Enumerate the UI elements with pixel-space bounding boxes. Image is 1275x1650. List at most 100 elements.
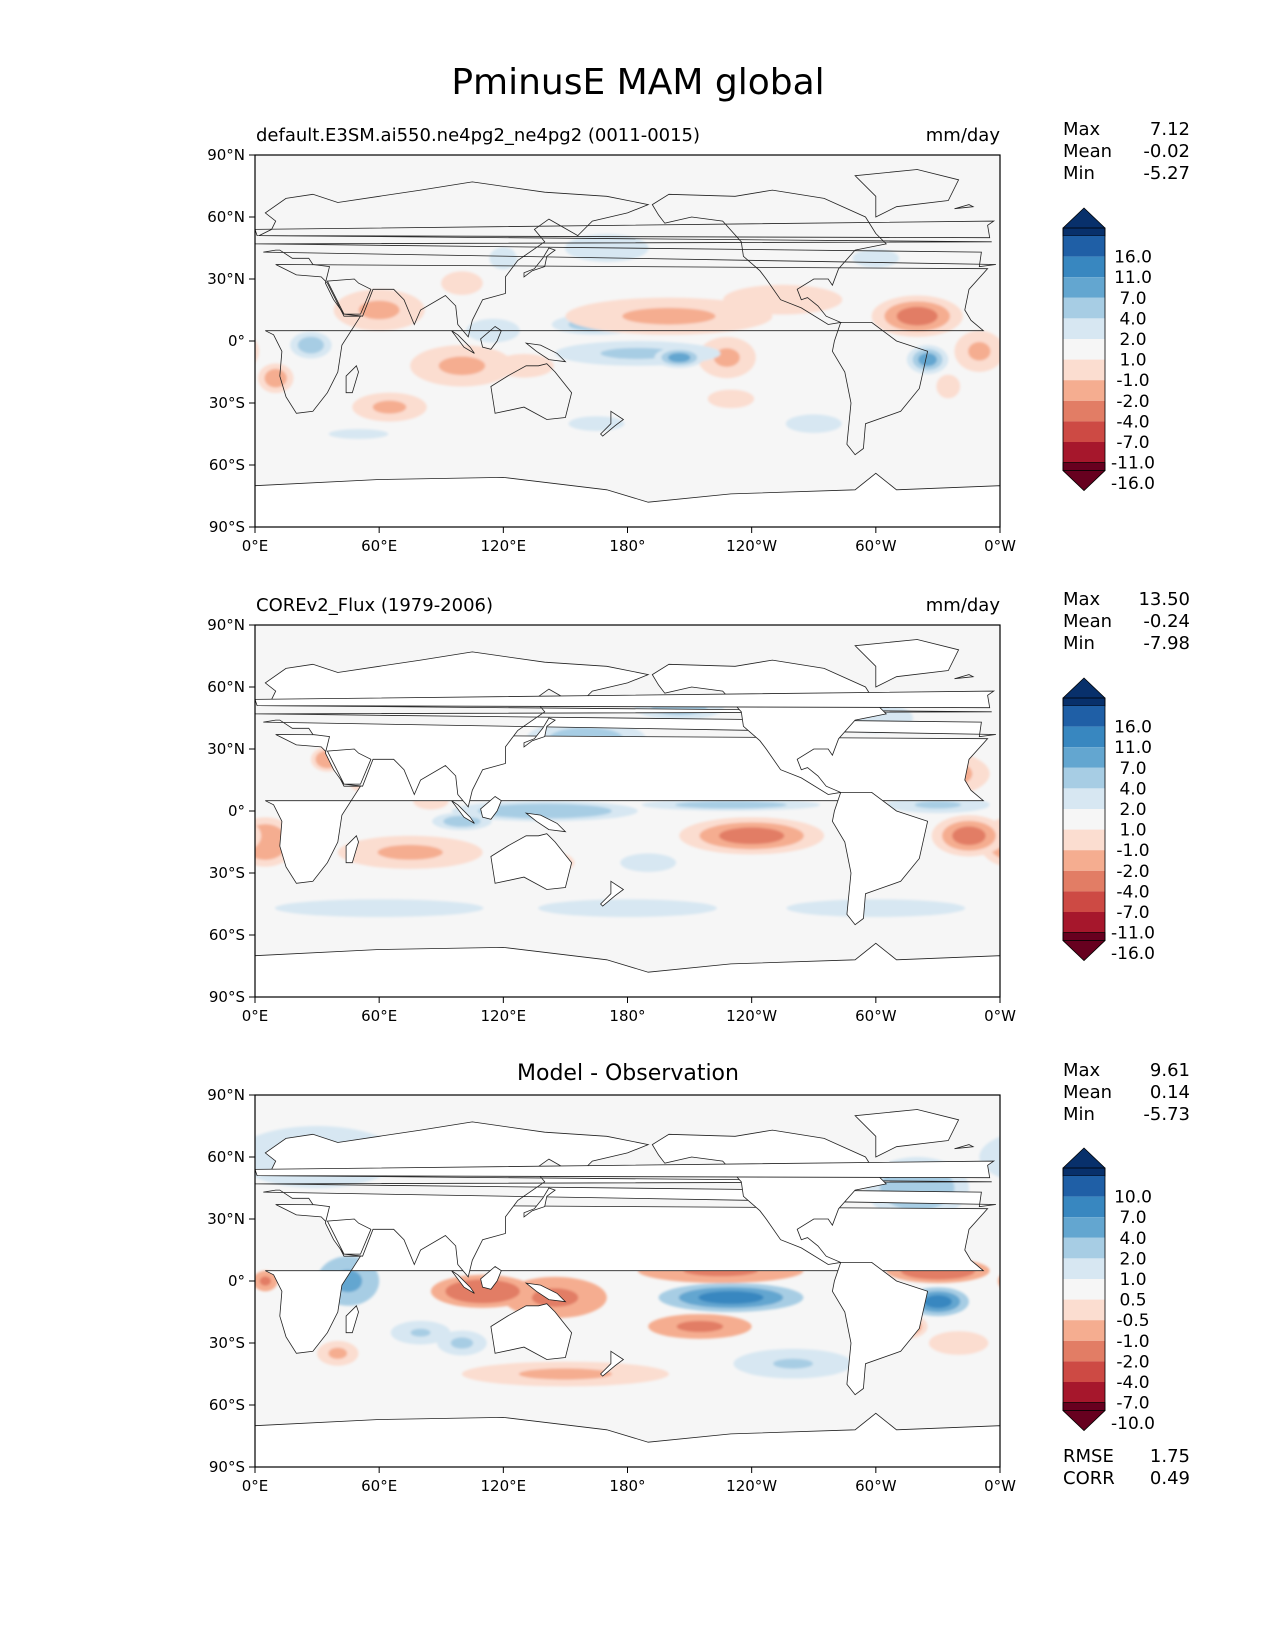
field-contour	[973, 346, 986, 357]
field-contour	[0, 799, 75, 811]
field-contour	[1197, 801, 1275, 822]
stat-max-label: Max	[1063, 589, 1101, 610]
coastline-borneo	[480, 795, 502, 820]
y-tick-label: 0°	[228, 1272, 245, 1290]
colorbar-segment	[1063, 318, 1105, 339]
field-contour	[185, 1298, 200, 1305]
y-axis: 90°N 60°N 30°N 0° 30°S 60°S 90°S	[207, 1086, 255, 1476]
field-contour	[1176, 1275, 1275, 1308]
coastline-eurasia	[255, 181, 996, 338]
x-tick-label: 60°E	[361, 537, 397, 555]
coastline-antarctica	[255, 472, 1000, 527]
colorbar-tick-label: 16.0	[1114, 718, 1152, 738]
field-contour	[798, 418, 829, 429]
field-contour	[7, 896, 255, 921]
field-contour	[303, 340, 318, 350]
field-contour	[28, 1359, 68, 1369]
field-contour	[257, 836, 273, 848]
coastline-eurasia	[255, 1121, 996, 1278]
colorbar-tick-label: -7.0	[1116, 903, 1149, 923]
field-contour	[1195, 361, 1220, 371]
colorbar-segment	[1063, 850, 1105, 871]
field-contour	[157, 1323, 167, 1329]
colorbar: 16.011.07.04.02.01.0-1.0-2.0-4.0-7.0-11.…	[1062, 677, 1155, 964]
colorbar-frame	[1062, 697, 1106, 942]
colorbar-tick-label: -7.0	[1116, 433, 1149, 453]
x-tick-label: 180°	[609, 1007, 645, 1025]
colorbar-extend-min	[1062, 932, 1106, 962]
field-contour	[75, 903, 187, 914]
field-contour	[687, 1323, 713, 1330]
field-contour	[138, 756, 227, 792]
field-contour	[344, 905, 414, 912]
colorbar-tick-label: -10.0	[1111, 1414, 1155, 1434]
x-axis: 0°E 60°E 120°E 180° 120°W 60°W 0°W	[242, 1467, 1016, 1495]
field-contour	[392, 848, 428, 857]
field-contour	[1259, 217, 1275, 279]
field-contour	[1272, 721, 1275, 757]
coastline-borneo	[480, 325, 502, 350]
field-contour	[1234, 247, 1262, 269]
coastline-nz	[600, 410, 625, 437]
field-contour	[1156, 1329, 1176, 1337]
y-tick-label: 90°S	[209, 988, 245, 1006]
field-contour	[1182, 1331, 1232, 1356]
field-contour	[495, 252, 511, 265]
colorbar-extend-max	[1062, 1147, 1106, 1177]
x-tick-label: 120°E	[481, 537, 527, 555]
y-tick-label: 30°N	[207, 1210, 245, 1228]
field-contour	[79, 697, 182, 738]
field-contour	[0, 757, 7, 790]
colorbar-frame	[1062, 227, 1106, 472]
y-tick-label: 60°N	[207, 1148, 245, 1166]
map-area	[0, 625, 1275, 997]
field-contour	[0, 1262, 35, 1280]
field-contour	[162, 1287, 224, 1316]
field-contour	[328, 429, 389, 439]
field-contour	[906, 311, 929, 322]
field-contour	[1221, 323, 1255, 338]
stat-min-value: -5.73	[1143, 1104, 1190, 1125]
colorbar-tick-label: 2.0	[1119, 330, 1146, 350]
field-contour	[118, 253, 143, 263]
colorbar-tick-label: 4.0	[1119, 779, 1146, 799]
field-contour	[196, 379, 211, 394]
field-contour	[718, 393, 744, 404]
land-layer	[255, 169, 1000, 527]
field-contour	[269, 373, 282, 384]
y-tick-label: 90°S	[209, 518, 245, 536]
metrics-box: RMSE 1.75 CORR 0.49	[1063, 1446, 1190, 1489]
field-contour	[0, 803, 16, 807]
field-contour	[930, 1298, 946, 1306]
field-contour	[149, 1174, 196, 1202]
field-contour	[1151, 788, 1201, 813]
y-axis: 90°N 60°N 30°N 0° 30°S 60°S 90°S	[207, 146, 255, 536]
x-tick-label: 0°E	[242, 1477, 269, 1495]
field-contour	[1001, 1274, 1019, 1289]
field-contour	[1267, 809, 1275, 814]
colorbar-tick-label: 1.0	[1119, 351, 1146, 371]
field-contour	[262, 1278, 269, 1284]
stat-max-label: Max	[1063, 1060, 1101, 1081]
field-contour	[18, 295, 58, 305]
y-tick-label: 90°N	[207, 146, 245, 164]
field-contour	[54, 419, 84, 429]
colorbar-tick-label: -2.0	[1116, 1352, 1149, 1372]
panel-units: mm/day	[926, 595, 1001, 616]
y-tick-label: 60°N	[207, 678, 245, 696]
field-contour	[173, 353, 192, 366]
colorbar-segment	[1063, 1196, 1105, 1218]
field-contour	[960, 830, 978, 841]
y-tick-label: 60°S	[209, 1396, 245, 1414]
field-contour	[160, 1181, 185, 1196]
field-contour	[178, 356, 188, 363]
field-contour	[1223, 804, 1275, 819]
field-contour	[181, 803, 206, 807]
field-contour	[41, 899, 220, 917]
field-contour	[1166, 809, 1249, 834]
field-contour	[997, 1275, 1000, 1287]
colorbar-tick-label: -2.0	[1116, 862, 1149, 882]
field-contour	[0, 285, 97, 315]
field-contour	[215, 831, 233, 841]
colorbar-segment	[1063, 1217, 1105, 1238]
